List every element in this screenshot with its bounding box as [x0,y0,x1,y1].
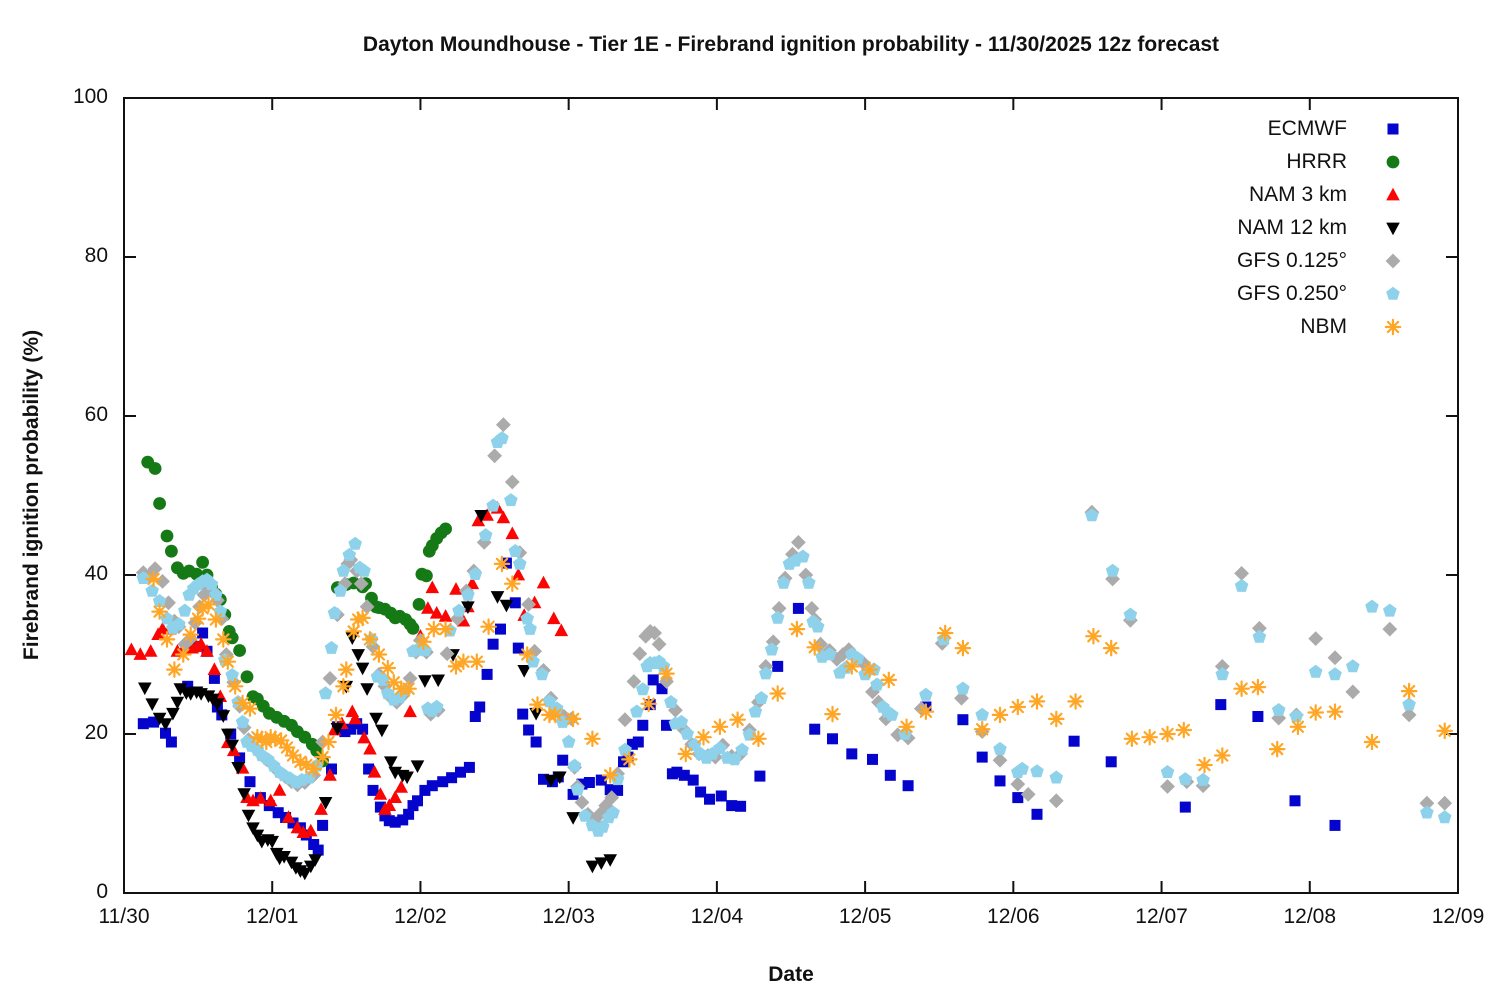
legend-label: NAM 3 km [1248,182,1347,206]
legend-marker-diamond-icon [1371,249,1415,273]
legend-marker-asterisk-icon [1371,315,1415,339]
x-tick-label: 12/01 [245,905,299,928]
legend-item-nbm: NBM [1040,310,1415,343]
y-tick-label: 0 [96,880,108,903]
x-tick-label: 12/09 [1431,905,1485,928]
legend-marker-triangle-down-icon [1371,216,1415,240]
legend-marker-pentagon-icon [1371,282,1415,306]
legend-item-hrrr: HRRR [1040,145,1415,178]
x-tick-label: 12/04 [690,905,744,928]
legend-item-gfs-0-250-: GFS 0.250° [1040,277,1415,310]
legend-label: ECMWF [1267,116,1347,140]
legend-label: GFS 0.250° [1237,281,1347,305]
legend-marker-circle-icon [1371,150,1415,174]
y-tick-label: 60 [84,403,108,426]
legend-item-ecmwf: ECMWF [1040,112,1415,145]
x-axis-label: Date [768,963,814,986]
y-tick-label: 20 [84,721,108,744]
x-tick-label: 11/30 [98,905,150,928]
legend-item-nam-12-km: NAM 12 km [1040,211,1415,244]
chart-title: Dayton Moundhouse - Tier 1E - Firebrand … [362,33,1220,56]
legend-marker-triangle-up-icon [1371,183,1415,207]
y-tick-label: 100 [72,85,108,108]
x-tick-label: 12/03 [542,905,595,928]
legend-label: NBM [1300,314,1347,338]
legend-item-gfs-0-125-: GFS 0.125° [1040,244,1415,277]
y-tick-label: 80 [84,244,108,267]
x-tick-label: 12/08 [1283,905,1337,928]
legend-label: HRRR [1286,149,1347,173]
x-tick-label: 12/07 [1135,905,1188,928]
legend-item-nam-3-km: NAM 3 km [1040,178,1415,211]
x-tick-label: 12/06 [987,905,1040,928]
legend: ECMWF HRRR NAM 3 km NAM 12 km GFS 0.125° GFS … [1040,112,1460,343]
legend-marker-square-icon [1371,117,1415,141]
legend-label: GFS 0.125° [1237,248,1347,272]
x-tick-label: 12/02 [394,905,447,928]
x-tick-label: 12/05 [838,905,892,928]
legend-label: NAM 12 km [1237,215,1347,239]
y-tick-label: 40 [84,562,108,585]
